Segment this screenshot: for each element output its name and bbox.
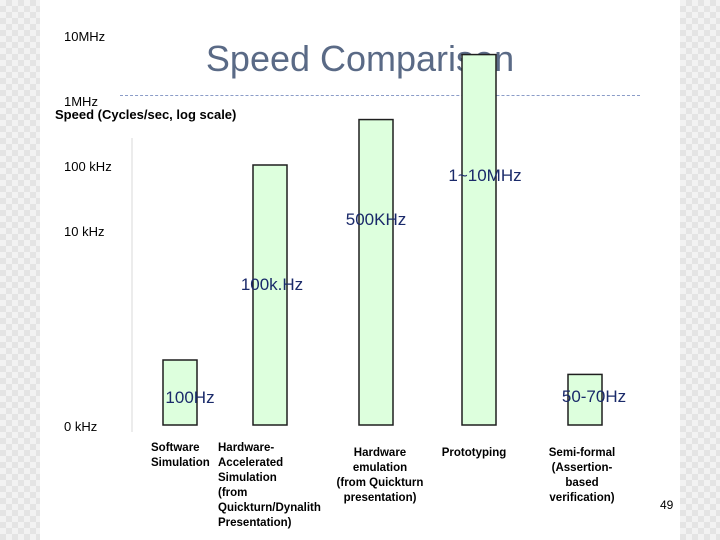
category-label-line: Hardware- bbox=[218, 442, 274, 454]
category-label-line: based bbox=[565, 477, 598, 489]
category-label: Prototyping bbox=[442, 447, 507, 459]
left-border-pattern bbox=[0, 0, 40, 540]
category-label-line: Prototyping bbox=[442, 447, 507, 459]
bar-value-label: 50-70Hz bbox=[562, 387, 626, 406]
value-labels: 100Hz 100k.Hz 500KHz 1~10MHz 50-70Hz bbox=[165, 166, 626, 407]
category-label-line: Accelerated bbox=[218, 457, 283, 469]
y-tick-label: 100 kHz bbox=[64, 159, 112, 174]
bar-value-label: 1~10MHz bbox=[448, 166, 521, 185]
category-label: Hardware- Accelerated Simulation (from Quick… bbox=[218, 442, 321, 529]
category-label-line: (from Quickturn bbox=[337, 477, 424, 489]
page-number: 49 bbox=[660, 498, 674, 512]
category-label-line: Semi-formal bbox=[549, 447, 615, 459]
bar bbox=[461, 53, 497, 426]
bar bbox=[162, 359, 198, 426]
y-tick-label: 10 kHz bbox=[64, 224, 104, 239]
category-label-line: Software bbox=[151, 442, 200, 454]
category-label-line: Presentation) bbox=[218, 517, 292, 529]
bars bbox=[162, 53, 603, 426]
category-label-line: (from bbox=[218, 487, 247, 499]
bar bbox=[252, 164, 288, 426]
category-labels: Software Simulation Hardware- Accelerated Si… bbox=[151, 442, 615, 529]
category-label-line: emulation bbox=[353, 462, 407, 474]
title-divider bbox=[120, 95, 640, 96]
category-label: Software Simulation bbox=[151, 442, 210, 469]
category-label-line: Simulation bbox=[151, 457, 210, 469]
bar-value-label: 500KHz bbox=[346, 210, 406, 229]
category-label: Semi-formal (Assertion-based verification) bbox=[549, 447, 615, 504]
category-label-line: presentation) bbox=[344, 492, 417, 504]
y-tick-label: 1MHz bbox=[64, 94, 98, 109]
category-label-line: Simulation bbox=[218, 472, 277, 484]
category-label-line: Hardware bbox=[354, 447, 406, 459]
right-border-pattern bbox=[680, 0, 720, 540]
category-label-line: verification) bbox=[549, 492, 614, 504]
chart-subtitle: Speed (Cycles/sec, log scale) bbox=[55, 107, 237, 122]
y-tick-label: 0 kHz bbox=[64, 419, 97, 434]
bar bbox=[567, 373, 603, 426]
y-tick-label: 10MHz bbox=[64, 29, 105, 44]
category-label-line: (Assertion- bbox=[552, 462, 613, 474]
bar bbox=[358, 118, 394, 426]
category-label: Hardware emulation (from Quickturn presenta… bbox=[337, 447, 424, 504]
bar-value-label: 100k.Hz bbox=[241, 275, 303, 294]
bar-value-label: 100Hz bbox=[165, 388, 214, 407]
category-label-line: Quickturn/Dynalith bbox=[218, 502, 321, 514]
y-tick-labels: 10MHz 1MHz 100 kHz 10 kHz 0 kHz bbox=[64, 29, 112, 434]
